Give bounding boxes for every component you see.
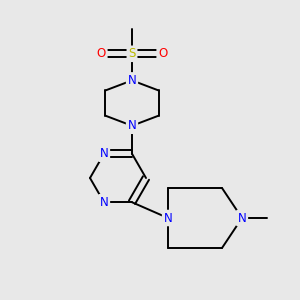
Text: O: O (158, 47, 167, 60)
Text: O: O (97, 47, 106, 60)
Text: N: N (238, 212, 246, 224)
Text: N: N (100, 147, 108, 160)
Text: S: S (128, 47, 136, 60)
Text: N: N (128, 119, 136, 132)
Text: N: N (164, 212, 172, 224)
Text: N: N (100, 196, 108, 209)
Text: N: N (128, 74, 136, 87)
